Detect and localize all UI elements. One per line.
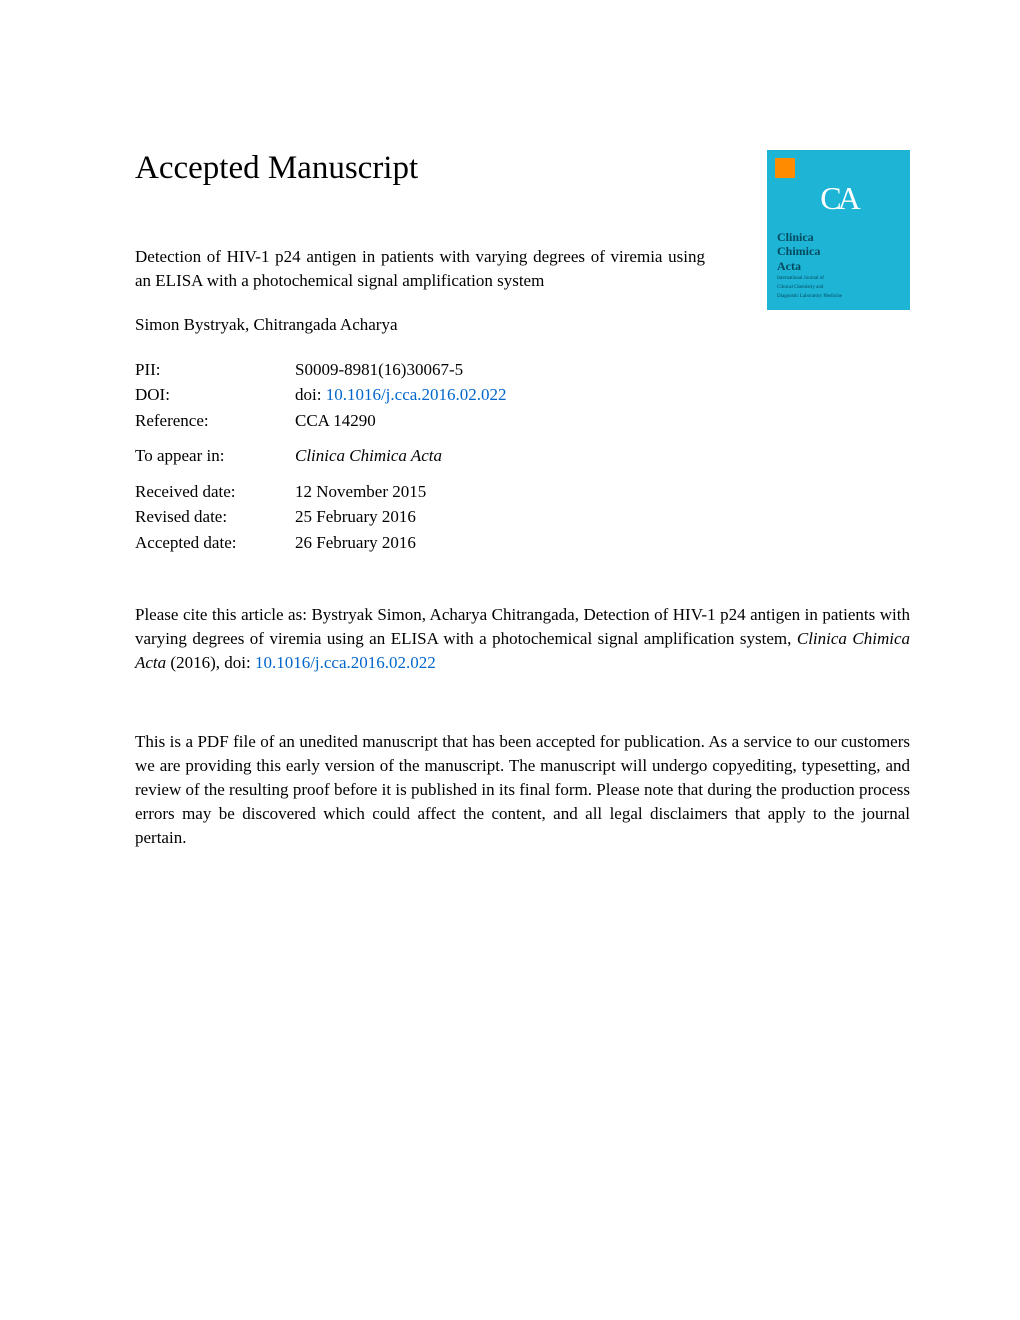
meta-row-appear: To appear in: Clinica Chimica Acta [135,443,910,469]
reference-value: CCA 14290 [295,408,376,434]
metadata-table: PII: S0009-8981(16)30067-5 DOI: doi: 10.… [135,357,910,556]
cite-prefix: Please cite this article as: Bystryak Si… [135,605,910,648]
cover-journal-name-line2: Chimica [777,244,842,258]
pii-value: S0009-8981(16)30067-5 [295,357,463,383]
revised-label: Revised date: [135,504,295,530]
appear-label: To appear in: [135,443,295,469]
cite-doi-link[interactable]: 10.1016/j.cca.2016.02.022 [255,653,436,672]
article-title: Detection of HIV-1 p24 antigen in patien… [135,245,705,293]
cover-title-block: Clinica Chimica Acta International Journ… [777,230,842,300]
doi-prefix: doi: [295,385,326,404]
accepted-manuscript-heading: Accepted Manuscript [135,150,418,187]
cover-top: CA Clinica Chimica Acta International Jo… [767,150,910,310]
received-label: Received date: [135,479,295,505]
meta-row-reference: Reference: CCA 14290 [135,408,910,434]
cover-subtitle-line1: International Journal of [777,276,842,282]
accepted-label: Accepted date: [135,530,295,556]
meta-row-pii: PII: S0009-8981(16)30067-5 [135,357,910,383]
cite-year: (2016), doi: [166,653,255,672]
cover-subtitle-line2: Clinical Chemistry and [777,285,842,291]
meta-row-revised: Revised date: 25 February 2016 [135,504,910,530]
elsevier-logo-icon [775,158,795,178]
revised-value: 25 February 2016 [295,504,416,530]
doi-value: doi: 10.1016/j.cca.2016.02.022 [295,382,507,408]
meta-spacer [135,469,910,479]
cover-subtitle-line3: Diagnostic Laboratory Medicine [777,294,842,300]
journal-cover-thumbnail: CA Clinica Chimica Acta International Jo… [767,150,910,340]
meta-row-accepted: Accepted date: 26 February 2016 [135,530,910,556]
doi-link[interactable]: 10.1016/j.cca.2016.02.022 [326,385,507,404]
cover-journal-name-line1: Clinica [777,230,842,244]
received-value: 12 November 2015 [295,479,426,505]
reference-label: Reference: [135,408,295,434]
disclaimer-paragraph: This is a PDF file of an unedited manusc… [135,730,910,849]
meta-spacer [135,433,910,443]
pii-label: PII: [135,357,295,383]
doi-label: DOI: [135,382,295,408]
cover-ca-monogram: CA [820,180,856,217]
accepted-value: 26 February 2016 [295,530,416,556]
cover-journal-name-line3: Acta [777,259,842,273]
meta-row-received: Received date: 12 November 2015 [135,479,910,505]
meta-row-doi: DOI: doi: 10.1016/j.cca.2016.02.022 [135,382,910,408]
citation-paragraph: Please cite this article as: Bystryak Si… [135,603,910,674]
appear-value: Clinica Chimica Acta [295,443,442,469]
